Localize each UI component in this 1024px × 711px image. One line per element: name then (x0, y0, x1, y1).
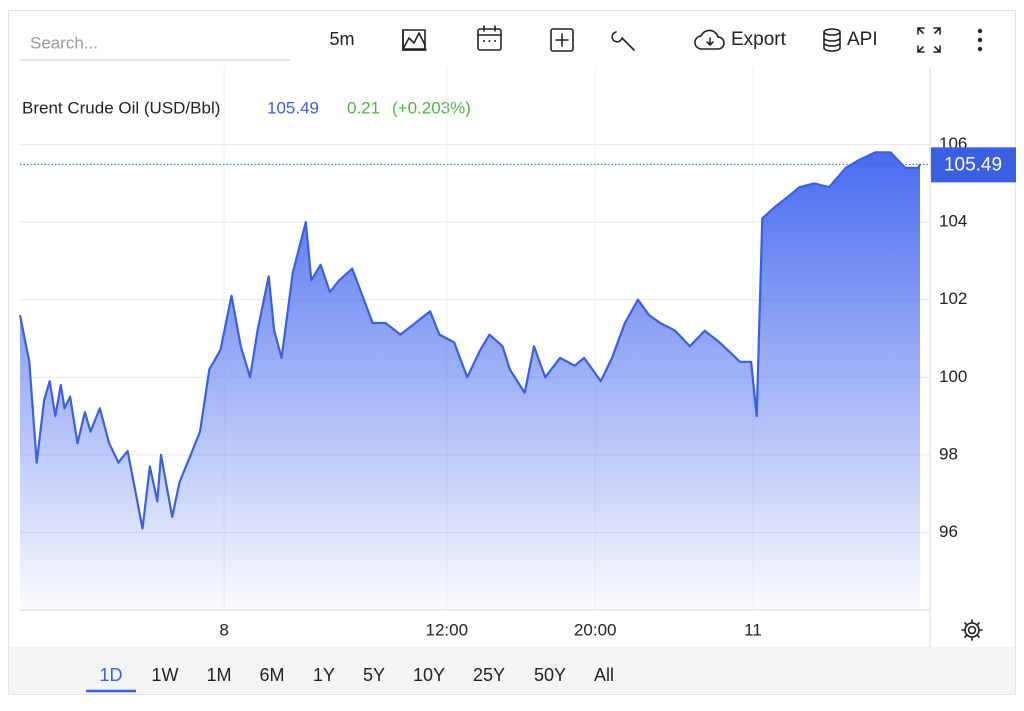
area-fill (20, 152, 920, 611)
chart-type-button[interactable] (402, 29, 427, 51)
range-button[interactable]: 50Y (534, 665, 566, 685)
y-tick-label: 102 (939, 289, 967, 308)
tools-button[interactable] (611, 31, 635, 51)
range-button[interactable]: 5Y (363, 665, 385, 685)
last-price: 105.49 (267, 98, 319, 117)
settings-button[interactable] (961, 619, 983, 641)
price-change: 0.21 (347, 98, 380, 117)
range-button[interactable]: 1M (206, 665, 231, 685)
range-button[interactable]: 6M (259, 665, 284, 685)
range-button[interactable]: All (594, 665, 614, 685)
menu-button[interactable] (977, 28, 983, 52)
range-buttons: 1D 1W 1M 6M 1Y 5Y 10Y 25Y 50Y All (86, 665, 614, 693)
add-button[interactable] (550, 28, 574, 52)
range-button[interactable]: 1Y (313, 665, 335, 685)
x-tick-label: 20:00 (574, 620, 617, 639)
interval-button[interactable]: 5m (329, 29, 354, 49)
fullscreen-button[interactable] (917, 27, 941, 53)
y-tick-label: 104 (939, 212, 967, 231)
y-tick-label: 96 (939, 522, 958, 541)
export-label: Export (731, 29, 787, 50)
range-button[interactable]: 1W (152, 665, 179, 685)
calendar-button[interactable] (477, 25, 502, 51)
api-button[interactable]: API (823, 28, 878, 52)
chart-title: Brent Crude Oil (USD/Bbl) (22, 98, 220, 117)
last-price-badge (931, 147, 1016, 183)
x-tick-label: 12:00 (426, 620, 469, 639)
x-tick-label: 8 (219, 620, 228, 639)
x-tick-label: 11 (744, 620, 762, 639)
api-label: API (847, 29, 878, 50)
y-tick-label: 98 (939, 444, 958, 463)
price-change-percent: (+0.203%) (392, 98, 471, 117)
export-button[interactable]: Export (694, 29, 787, 50)
toolbar: Search... 5m Export API (20, 25, 983, 61)
search-input[interactable]: Search... (30, 33, 98, 52)
range-button[interactable]: 10Y (413, 665, 445, 685)
range-button[interactable]: 1D (99, 665, 122, 685)
range-bar (9, 647, 1015, 694)
y-tick-label: 100 (939, 367, 967, 386)
price-line (18, 151, 921, 530)
last-price-label: 105.49 (944, 154, 1002, 175)
range-button[interactable]: 25Y (473, 665, 505, 685)
